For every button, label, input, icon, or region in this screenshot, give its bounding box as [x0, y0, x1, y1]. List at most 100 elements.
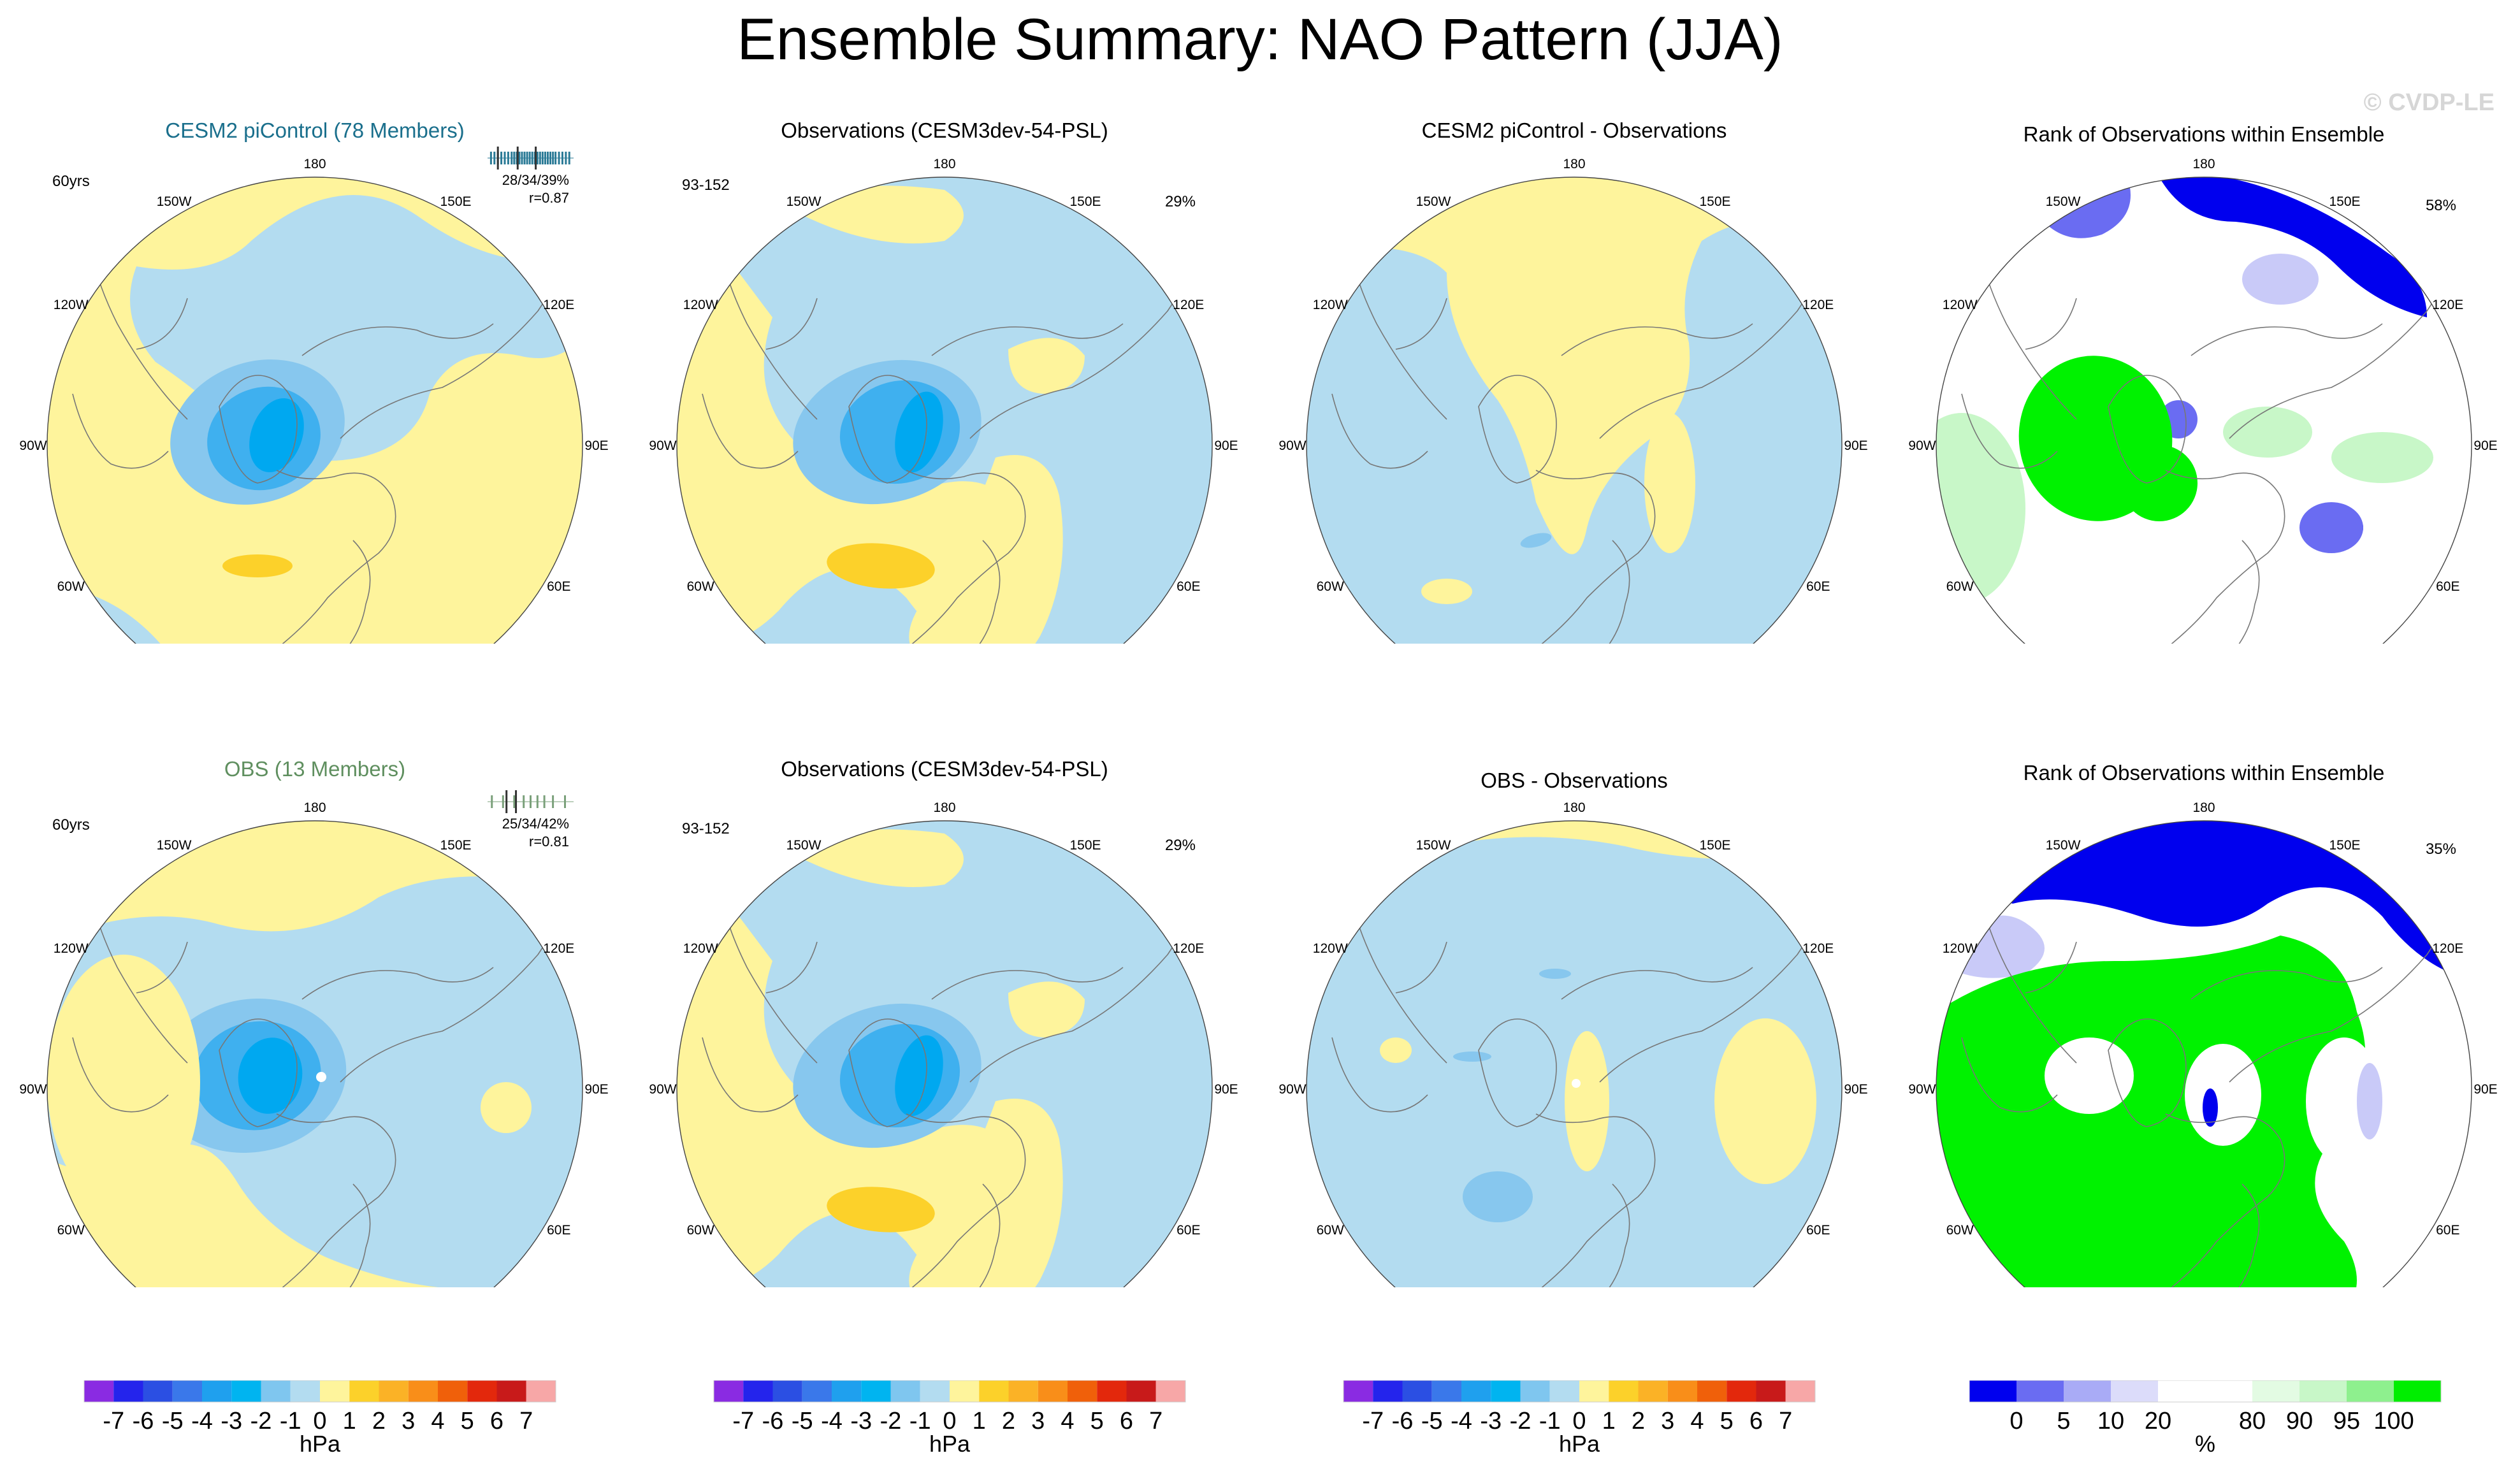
colorbar-tick-label: 6: [1749, 1408, 1763, 1434]
positive-anomaly: [1644, 413, 1695, 553]
coastline: [2108, 1018, 2187, 1127]
percent-label: 29%: [1165, 193, 1196, 210]
low-pressure-core: [895, 391, 943, 473]
longitude-label: 150W: [786, 194, 822, 209]
rank-high: [2121, 445, 2198, 521]
coastline: [136, 298, 188, 350]
colorbar-swatch: [1126, 1380, 1156, 1402]
longitude-label: 120W: [1313, 298, 1348, 312]
colorbar-rank: 0 5 10 20 80 90 95 100%: [1969, 1380, 2454, 1457]
colorbar-tick-label: 0: [1572, 1408, 1586, 1434]
longitude-label: 150E: [440, 838, 471, 853]
longitude-label: 150E: [1699, 838, 1730, 853]
colorbar-tick-label: 0: [313, 1408, 326, 1434]
colorbar-tick-label: 5: [1090, 1408, 1104, 1434]
longitude-label: 120E: [1173, 941, 1204, 956]
longitude-label: 180: [1563, 157, 1585, 171]
rank-high: [1936, 936, 2366, 1287]
colorbar-swatch: [772, 1380, 802, 1402]
coastline: [1478, 1018, 1557, 1127]
longitude-label: 60W: [57, 579, 85, 594]
coastline: [219, 375, 298, 484]
colorbar-swatch: [1097, 1380, 1127, 1402]
panel-title: Observations (CESM3dev-54-PSL): [781, 757, 1108, 781]
colorbar-tick-label: -6: [762, 1408, 784, 1434]
polar-map-border: [676, 177, 1213, 644]
longitude-label: 150W: [786, 838, 822, 853]
colorbar-swatch: [202, 1380, 232, 1402]
coastline: [1478, 375, 1557, 484]
colorbar-tick-label: -1: [909, 1408, 931, 1434]
panel-observations-row2: Observations (CESM3dev-54-PSL) 180 150E 120…: [630, 644, 1259, 1287]
panel-difference-row2: OBS - Observations180150E120E90E60E30E03…: [1259, 644, 1889, 1287]
colorbar-swatch: [2064, 1380, 2111, 1402]
colorbar-swatch: [2394, 1380, 2441, 1402]
panel-title: Rank of Observations within Ensemble: [2023, 122, 2385, 146]
longitude-label: 60E: [547, 1223, 570, 1238]
coastline: [1535, 1113, 1656, 1287]
colorbar-swatch: [1402, 1380, 1432, 1402]
colorbar-tick-label: -3: [1480, 1408, 1502, 1434]
colorbar-swatch: [113, 1380, 143, 1402]
map-field: [1936, 177, 2472, 644]
high-pressure-core: [222, 554, 293, 577]
polar-map-border: [1936, 820, 2472, 1287]
longitude-label: 60E: [1806, 579, 1830, 594]
panel-difference-row1: CESM2 piControl - Observations 180 150E 120…: [1259, 0, 1889, 644]
polar-map-border: [1306, 820, 1843, 1287]
colorbar-frame: [83, 1380, 556, 1403]
high-pressure-region: [677, 190, 1024, 644]
high-pressure-region: [909, 1099, 1063, 1287]
longitude-label: 120E: [1173, 298, 1204, 312]
colorbar-tick-label: -2: [880, 1408, 902, 1434]
coastline: [765, 941, 818, 994]
map-svg: 180150E120E90E60E30E030W60W90W120W150W: [1278, 800, 1868, 1287]
colorbar-tick-label: 5: [461, 1408, 474, 1434]
coastline: [931, 967, 1124, 1000]
colorbar-swatch: [1155, 1380, 1185, 1402]
colorbar-swatch: [349, 1380, 379, 1402]
map-svg: 180150E120E90E60E30E030W60W90W120W150W35…: [1908, 800, 2498, 1287]
colorbar-svg: -7 -6 -5 -4 -3 -2 -1 0 1 2 3 4 5 6 7 hPa: [1343, 1380, 1816, 1457]
coastline: [1586, 540, 1630, 644]
coastline: [2191, 967, 2383, 1000]
longitude-label: 90W: [1908, 438, 1936, 453]
main-title: Ensemble Summary: NAO Pattern (JJA): [737, 7, 1783, 72]
panel-rank-row2: Rank of Observations within Ensemble 180 1…: [1889, 644, 2519, 1287]
positive-anomaly: [1565, 1031, 1609, 1171]
colorbar-tick-label: -7: [103, 1408, 124, 1434]
longitude-label: 180: [2192, 800, 2215, 815]
longitude-label: 60E: [1806, 1223, 1830, 1238]
panel-title: CESM2 piControl - Observations: [1421, 119, 1727, 142]
map-field: [677, 177, 1212, 644]
colorbar-swatch: [408, 1380, 438, 1402]
longitude-label: 180: [303, 800, 326, 815]
high-pressure-core: [827, 1187, 935, 1232]
colorbar-tick-label: 6: [490, 1408, 503, 1434]
rank-low: [2121, 177, 2427, 317]
panel-observations-row1: Observations (CESM3dev-54-PSL) 180 150E 120…: [630, 0, 1259, 644]
coastline: [702, 1037, 799, 1113]
colorbar-unit: hPa: [300, 1431, 341, 1457]
longitude-label: 60W: [1317, 579, 1344, 594]
station-dot: [1572, 1079, 1581, 1088]
coastline: [2165, 470, 2285, 644]
negative-anomaly: [1453, 1051, 1491, 1062]
colorbar-tick-label: -3: [221, 1408, 242, 1434]
colorbar-swatch: [438, 1380, 468, 1402]
colorbar-swatch: [1667, 1380, 1697, 1402]
longitude-label: 60E: [2436, 1223, 2459, 1238]
longitude-label: 120W: [1313, 941, 1348, 956]
colorbar-tick-label: -6: [1392, 1408, 1414, 1434]
colorbar-swatch: [1727, 1380, 1756, 1402]
colorbar-swatch: [1579, 1380, 1609, 1402]
longitude-label: 120E: [543, 298, 574, 312]
colorbar-tick-label: 7: [1149, 1408, 1162, 1434]
high-pressure-region: [677, 834, 1024, 1287]
longitude-label: 120W: [683, 941, 718, 956]
colorbar-tick-label: 1: [343, 1408, 356, 1434]
negative-anomaly: [1520, 533, 1552, 548]
colorbar-swatch: [84, 1380, 114, 1402]
low-pressure-core: [249, 398, 304, 473]
colorbar-tick-label: 4: [1061, 1408, 1074, 1434]
